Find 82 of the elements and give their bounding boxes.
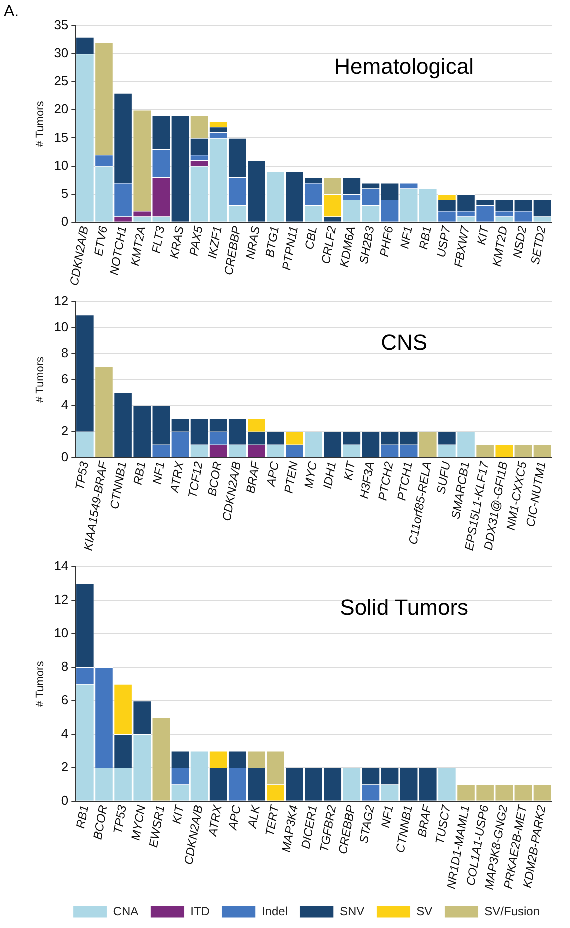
y-tick-label: 10 bbox=[54, 320, 69, 335]
y-tick-label: 8 bbox=[61, 659, 69, 674]
y-tick-label: 15 bbox=[54, 130, 69, 145]
x-tick-label: PTCH2 bbox=[376, 460, 396, 502]
y-tick-label: 8 bbox=[61, 346, 69, 361]
x-tick-label: MYCN bbox=[128, 804, 149, 842]
y-tick-label: 12 bbox=[54, 592, 69, 608]
legend-label: CNA bbox=[113, 904, 139, 918]
x-tick-label: EWSR1 bbox=[146, 804, 168, 849]
text: CNS bbox=[381, 330, 428, 356]
y-tick-label: 30 bbox=[54, 46, 69, 61]
y-tick-label: 35 bbox=[54, 18, 69, 33]
x-tick-label: BRAF bbox=[415, 804, 435, 838]
y-tick-label: 0 bbox=[61, 449, 69, 464]
x-tick-label: NF1 bbox=[398, 225, 416, 250]
text: Solid Tumors bbox=[340, 595, 469, 620]
x-tick-label: KMT2D bbox=[490, 224, 511, 268]
x-tick-label: CBL bbox=[302, 225, 320, 251]
y-tick-label: 2 bbox=[61, 760, 69, 775]
text: Hematological bbox=[334, 54, 474, 80]
x-tick-label: CTNNB1 bbox=[107, 460, 130, 510]
text: A. bbox=[4, 3, 20, 20]
y-tick-label: 5 bbox=[61, 186, 69, 201]
x-tick-label: CRLF2 bbox=[318, 225, 340, 266]
y-axis-title: # Tumors bbox=[34, 100, 47, 148]
legend-label: SV/Fusion bbox=[484, 904, 540, 918]
x-tick-label: BCOR bbox=[205, 460, 225, 498]
x-tick-label: BTG1 bbox=[262, 225, 282, 259]
x-tick-label: IDH1 bbox=[320, 460, 340, 490]
legend-label: Indel bbox=[262, 904, 288, 918]
y-tick-label: 10 bbox=[54, 626, 69, 641]
x-tick-label: STAG2 bbox=[356, 804, 378, 845]
x-tick-label: BCOR bbox=[90, 804, 111, 841]
y-tick-label: 0 bbox=[61, 214, 69, 229]
x-tick-label: APC bbox=[264, 460, 282, 488]
y-tick-label: 0 bbox=[61, 793, 69, 808]
y-axis-title: # Tumors bbox=[34, 660, 47, 708]
y-tick-label: 10 bbox=[54, 158, 69, 173]
y-tick-label: 4 bbox=[61, 397, 69, 412]
y-axis-title: # Tumors bbox=[34, 356, 47, 403]
y-tick-label: 2 bbox=[61, 423, 69, 438]
x-tick-label: ATRX bbox=[205, 803, 225, 838]
x-tick-label: KDM6A bbox=[337, 225, 358, 268]
legend-label: ITD bbox=[190, 904, 210, 918]
x-tick-label: TP53 bbox=[110, 804, 130, 836]
x-tick-label: KIT bbox=[474, 224, 492, 246]
x-tick-label: NSD2 bbox=[510, 225, 530, 260]
x-tick-label: PAX5 bbox=[186, 224, 206, 258]
x-tick-label: FLT3 bbox=[149, 225, 168, 254]
x-tick-label: MYC bbox=[302, 460, 320, 490]
x-tick-label: KIT bbox=[341, 459, 358, 482]
legend-label: SNV bbox=[340, 904, 365, 918]
x-tick-label: KRAS bbox=[167, 225, 187, 260]
x-tick-label: H3F3A bbox=[356, 460, 378, 500]
y-tick-label: 12 bbox=[54, 294, 69, 309]
y-tick-label: 14 bbox=[54, 558, 69, 574]
legend-label: SV bbox=[416, 904, 433, 918]
x-tick-label: PTEN bbox=[282, 460, 302, 495]
x-tick-label: APC bbox=[226, 804, 244, 832]
x-tick-label: PHF6 bbox=[377, 225, 396, 258]
y-tick-label: 6 bbox=[61, 371, 69, 386]
x-tick-label: PTPN11 bbox=[280, 225, 302, 272]
x-tick-label: RB1 bbox=[416, 225, 434, 251]
y-tick-label: 25 bbox=[54, 74, 69, 89]
y-tick-label: 20 bbox=[54, 102, 69, 117]
y-tick-label: 4 bbox=[61, 726, 69, 742]
x-tick-label: KMT2A bbox=[128, 225, 149, 268]
x-tick-label: RB1 bbox=[74, 804, 92, 830]
x-tick-label: USP7 bbox=[434, 224, 454, 259]
x-tick-label: SH2B3 bbox=[356, 225, 378, 266]
x-tick-label: ATRX bbox=[167, 460, 187, 495]
x-tick-label: ALK bbox=[245, 803, 264, 830]
x-tick-label: NRAS bbox=[243, 225, 263, 261]
x-tick-label: RB1 bbox=[130, 460, 149, 486]
x-tick-label: FBXW7 bbox=[452, 224, 473, 268]
x-tick-label: SETD2 bbox=[528, 225, 549, 266]
x-tick-label: BRAF bbox=[244, 460, 264, 495]
x-tick-label: CDKN2A/B bbox=[67, 225, 92, 287]
x-tick-label: NF1 bbox=[150, 460, 168, 486]
x-tick-label: TCF12 bbox=[186, 460, 206, 500]
x-tick-label: SUFU bbox=[434, 460, 454, 496]
y-tick-label: 6 bbox=[61, 692, 69, 708]
